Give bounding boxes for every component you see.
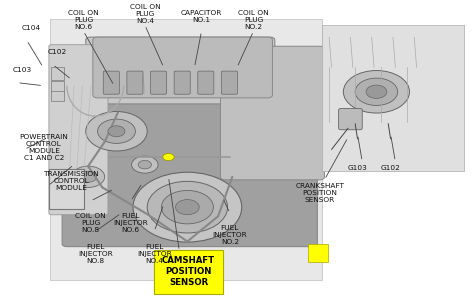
Circle shape [161,190,213,224]
Text: FUEL
INJECTOR
NO.6: FUEL INJECTOR NO.6 [113,213,148,233]
Circle shape [366,85,387,99]
FancyBboxPatch shape [127,71,143,94]
Text: FUEL
INJECTOR
NO.4: FUEL INJECTOR NO.4 [137,244,172,264]
Text: CAMSHAFT
POSITION
SENSOR: CAMSHAFT POSITION SENSOR [162,256,215,287]
FancyBboxPatch shape [322,25,464,171]
Circle shape [72,166,105,187]
Circle shape [133,172,242,242]
Circle shape [108,126,125,137]
FancyBboxPatch shape [174,71,190,94]
Circle shape [355,78,398,106]
FancyBboxPatch shape [62,104,318,247]
FancyBboxPatch shape [151,71,166,94]
FancyBboxPatch shape [49,45,108,215]
Circle shape [163,153,174,161]
Text: COIL ON
PLUG
NO.2: COIL ON PLUG NO.2 [238,10,269,30]
FancyBboxPatch shape [51,91,64,102]
FancyBboxPatch shape [338,109,362,130]
Text: COIL ON
PLUG
NO.6: COIL ON PLUG NO.6 [68,10,99,30]
Text: FUEL
INJECTOR
NO.8: FUEL INJECTOR NO.8 [78,244,113,264]
FancyBboxPatch shape [50,19,322,280]
Text: TRANSMISSION
CONTROL
MODULE: TRANSMISSION CONTROL MODULE [43,171,99,191]
Text: CRANKSHAFT
POSITION
SENSOR: CRANKSHAFT POSITION SENSOR [295,183,344,203]
Text: CAPACITOR
NO.1: CAPACITOR NO.1 [181,10,222,23]
Circle shape [98,119,136,143]
FancyBboxPatch shape [51,81,64,92]
Text: G102: G102 [381,165,401,170]
FancyBboxPatch shape [103,71,119,94]
Circle shape [132,156,158,173]
Text: FUEL
INJECTOR
NO.2: FUEL INJECTOR NO.2 [212,225,247,245]
Circle shape [147,181,228,233]
Circle shape [175,199,199,215]
Text: COIL ON
PLUG
NO.8: COIL ON PLUG NO.8 [75,213,106,233]
Text: COIL ON
PLUG
NO.4: COIL ON PLUG NO.4 [129,4,160,24]
Circle shape [80,171,97,182]
Text: C102: C102 [48,49,67,55]
Circle shape [138,160,152,169]
FancyBboxPatch shape [93,37,273,98]
FancyBboxPatch shape [49,169,84,209]
Bar [308,244,328,262]
FancyBboxPatch shape [198,71,214,94]
FancyBboxPatch shape [86,37,275,140]
Text: G103: G103 [347,165,367,170]
FancyBboxPatch shape [221,71,237,94]
Text: POWERTRAIN
CONTROL
MODULE
C1 AND C2: POWERTRAIN CONTROL MODULE C1 AND C2 [19,134,68,161]
Circle shape [86,112,147,151]
Circle shape [343,70,410,113]
FancyBboxPatch shape [155,250,223,294]
FancyBboxPatch shape [220,46,324,180]
Text: C104: C104 [22,25,41,31]
FancyBboxPatch shape [51,67,64,80]
Text: C103: C103 [12,67,32,74]
